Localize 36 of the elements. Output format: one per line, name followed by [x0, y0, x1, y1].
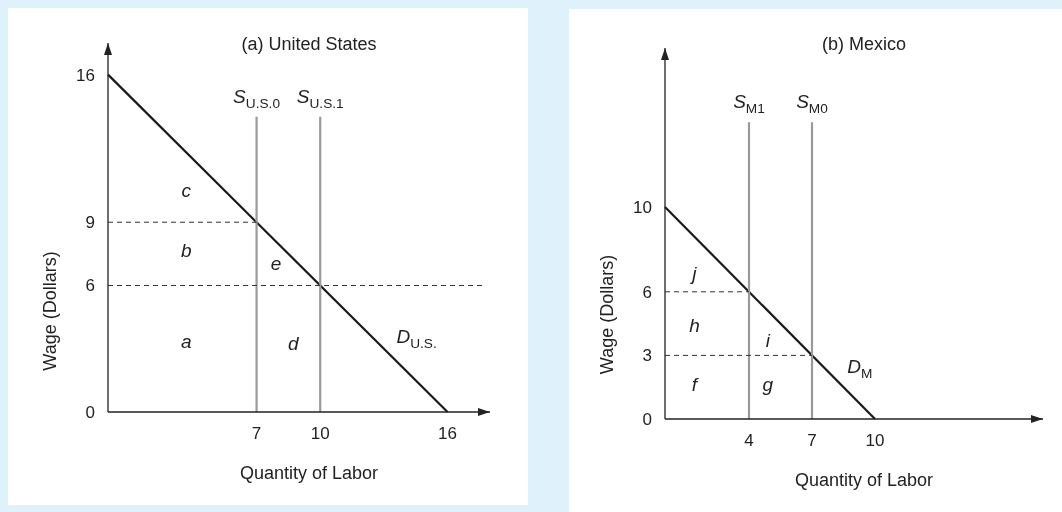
annotation: b	[181, 240, 192, 262]
y-tick-label: 3	[642, 346, 652, 366]
x-tick-label: 7	[807, 431, 817, 450]
y-tick-label: 9	[85, 213, 95, 233]
y-tick-label: 10	[633, 198, 652, 217]
series-label: S$_{M0}$	[796, 91, 829, 117]
annotation: c	[181, 179, 192, 201]
x-tick-label: 10	[865, 431, 885, 450]
series-label: S$_{U.S.1}$	[296, 85, 344, 111]
x-tick-label: 4	[744, 431, 754, 450]
y-tick-label: 16	[76, 65, 95, 85]
annotation: j	[689, 263, 698, 285]
y-tick-label: 6	[85, 276, 95, 296]
series-label: D$_{M}$	[847, 355, 873, 381]
y-tick-label: 0	[642, 410, 652, 429]
x-axis-title: Quantity of Labor	[794, 470, 934, 490]
series-label: D$_{U.S.}$	[396, 326, 437, 352]
x-tick-label: 10	[310, 424, 330, 443]
annotation: a	[181, 330, 192, 352]
y-axis-title: Wage (Dollars)	[597, 254, 617, 375]
chart-title: (a) United States	[241, 34, 377, 54]
y-tick-label: 0	[85, 403, 95, 422]
annotation: h	[689, 315, 700, 337]
y-tick-label: 6	[642, 282, 652, 302]
annotation: g	[762, 373, 774, 395]
x-tick-label: 16	[438, 424, 458, 443]
series-label: S$_{M1}$	[733, 91, 765, 117]
annotation: f	[691, 373, 699, 395]
annotation: d	[287, 332, 300, 354]
x-axis-title: Quantity of Labor	[239, 463, 379, 483]
y-axis-title: Wage (Dollars)	[40, 251, 60, 371]
x-tick-label: 7	[251, 424, 262, 443]
annotation: e	[270, 253, 282, 275]
chart-title: (b) Mexico	[821, 34, 907, 54]
series-label: S$_{U.S.0}$	[233, 85, 281, 111]
annotation: i	[765, 330, 771, 352]
